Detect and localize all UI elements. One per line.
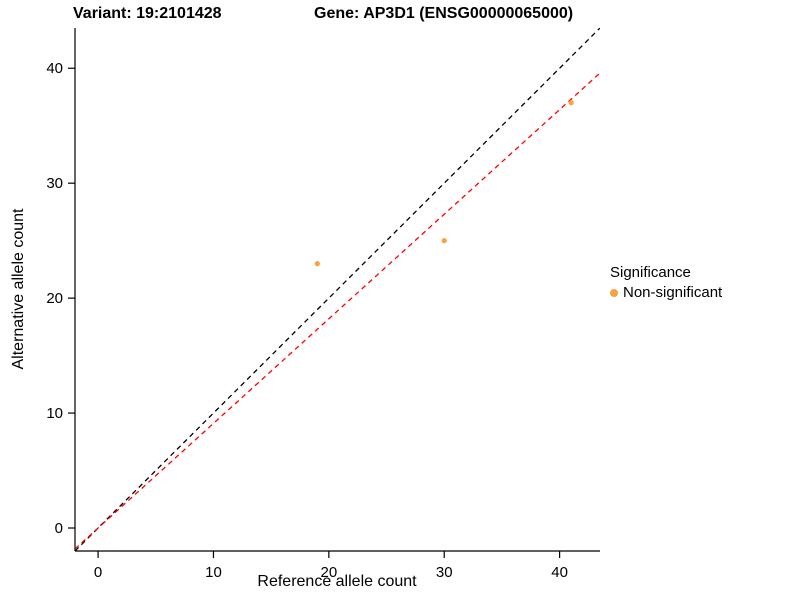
gene-title: Gene: AP3D1 (ENSG00000065000) bbox=[314, 5, 574, 22]
legend-item-label: Non-significant bbox=[623, 284, 723, 301]
data-point bbox=[314, 261, 320, 267]
x-axis-label: Reference allele count bbox=[257, 573, 417, 590]
y-tick-label: 20 bbox=[46, 290, 63, 307]
data-point bbox=[441, 238, 447, 244]
legend-item: Non-significant bbox=[610, 284, 722, 301]
x-tick-label: 10 bbox=[205, 564, 222, 581]
x-tick-label: 40 bbox=[551, 564, 568, 581]
x-tick-label: 30 bbox=[436, 564, 453, 581]
variant-title: Variant: 19:2101428 bbox=[73, 5, 222, 22]
fitted-line bbox=[75, 72, 600, 550]
point-swatch-icon bbox=[610, 288, 618, 297]
identity-line bbox=[75, 28, 600, 551]
legend: Significance Non-significant bbox=[610, 264, 722, 301]
x-tick-label: 20 bbox=[321, 564, 338, 581]
y-tick-label: 30 bbox=[46, 175, 63, 192]
y-tick-label: 40 bbox=[46, 60, 63, 77]
y-tick-label: 10 bbox=[46, 405, 63, 422]
x-tick-label: 0 bbox=[94, 564, 102, 581]
y-tick-label: 0 bbox=[55, 520, 63, 537]
y-axis-label: Alternative allele count bbox=[10, 208, 27, 370]
legend-title: Significance bbox=[610, 264, 691, 281]
data-point bbox=[568, 100, 574, 106]
